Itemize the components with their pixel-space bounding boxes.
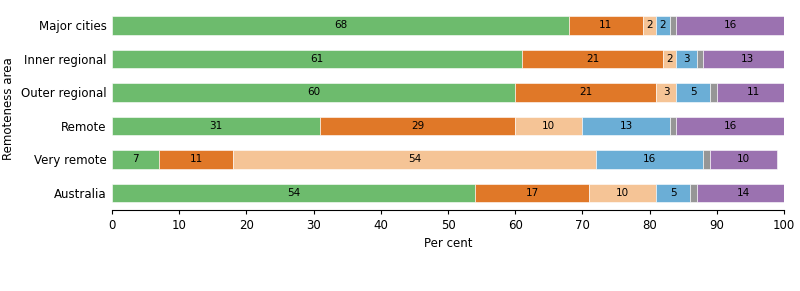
Text: 5: 5: [670, 188, 677, 198]
Text: 10: 10: [542, 121, 555, 131]
Text: 60: 60: [307, 87, 320, 97]
Text: 54: 54: [287, 188, 300, 198]
Bar: [677, 16, 784, 35]
Bar: [663, 50, 677, 68]
Bar: [656, 83, 677, 102]
Text: 2: 2: [666, 54, 673, 64]
Bar: [320, 117, 515, 135]
X-axis label: Per cent: Per cent: [424, 237, 472, 250]
Bar: [703, 50, 790, 68]
Text: 3: 3: [683, 54, 690, 64]
Bar: [670, 16, 677, 35]
Bar: [596, 150, 703, 168]
Bar: [690, 184, 697, 202]
Bar: [589, 184, 656, 202]
Text: 3: 3: [663, 87, 670, 97]
Bar: [656, 16, 670, 35]
Bar: [717, 83, 790, 102]
Bar: [710, 83, 717, 102]
Bar: [159, 150, 233, 168]
Bar: [112, 83, 515, 102]
Bar: [569, 16, 643, 35]
Text: 7: 7: [132, 154, 139, 164]
Bar: [112, 117, 320, 135]
Text: 21: 21: [586, 54, 599, 64]
Bar: [112, 16, 569, 35]
Text: 61: 61: [310, 54, 323, 64]
Text: 14: 14: [737, 188, 750, 198]
Text: 11: 11: [190, 154, 202, 164]
Text: 16: 16: [724, 121, 737, 131]
Text: 2: 2: [646, 20, 653, 31]
Text: 10: 10: [737, 154, 750, 164]
Bar: [112, 184, 475, 202]
Bar: [522, 50, 663, 68]
Bar: [677, 50, 697, 68]
Text: 21: 21: [579, 87, 592, 97]
Bar: [710, 150, 778, 168]
Bar: [515, 83, 656, 102]
Bar: [697, 184, 790, 202]
Bar: [112, 50, 522, 68]
Text: 2: 2: [660, 20, 666, 31]
Y-axis label: Remoteness area: Remoteness area: [2, 58, 15, 161]
Text: 10: 10: [616, 188, 630, 198]
Bar: [475, 184, 589, 202]
Text: 16: 16: [724, 20, 737, 31]
Bar: [643, 16, 656, 35]
Text: 13: 13: [619, 121, 633, 131]
Text: 5: 5: [690, 87, 697, 97]
Bar: [112, 150, 159, 168]
Text: 13: 13: [741, 54, 754, 64]
Text: 68: 68: [334, 20, 347, 31]
Text: 29: 29: [411, 121, 424, 131]
Bar: [233, 150, 596, 168]
Bar: [697, 50, 703, 68]
Text: 11: 11: [747, 87, 760, 97]
Text: 17: 17: [526, 188, 538, 198]
Text: 31: 31: [210, 121, 222, 131]
Text: 16: 16: [643, 154, 656, 164]
Bar: [515, 117, 582, 135]
Bar: [677, 83, 710, 102]
Text: 11: 11: [599, 20, 613, 31]
Text: 54: 54: [408, 154, 421, 164]
Bar: [670, 117, 677, 135]
Bar: [677, 117, 784, 135]
Bar: [656, 184, 690, 202]
Bar: [703, 150, 710, 168]
Bar: [582, 117, 670, 135]
